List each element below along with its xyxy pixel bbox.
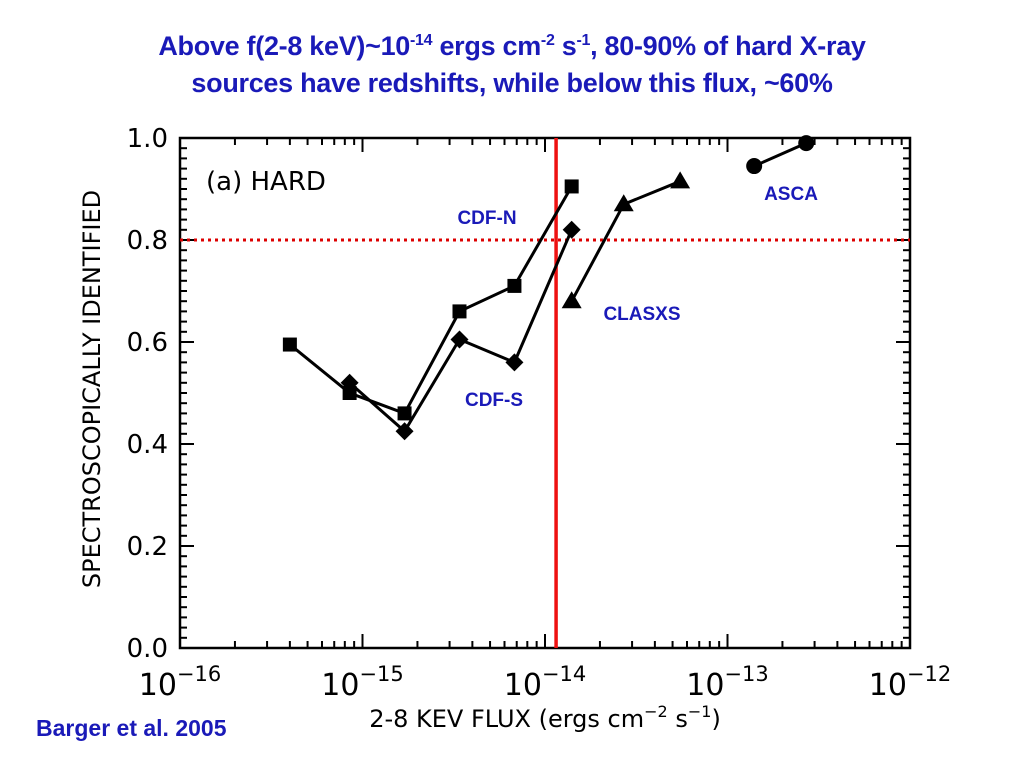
series-label-cdf-n: CDF-N xyxy=(457,208,516,229)
x-tick-label: 10−14 xyxy=(504,662,587,703)
data-point-cdf-n xyxy=(342,386,357,400)
series-line-cdf-n xyxy=(288,185,573,416)
data-point-cdf-s xyxy=(562,220,581,239)
data-point-cdf-s xyxy=(450,330,469,349)
series-label-asca: ASCA xyxy=(764,184,818,205)
data-point-cdf-s xyxy=(340,373,359,392)
data-point-cdf-n xyxy=(452,304,467,319)
series-line-cdf-s xyxy=(348,229,574,434)
plot-frame xyxy=(178,136,912,650)
data-point-cdf-n xyxy=(282,337,297,352)
x-axis-label: 2-8 KEV FLUX (ergs cm−2 s−1) xyxy=(369,702,721,733)
series-line-asca xyxy=(753,141,807,168)
panel-label: (a) HARD xyxy=(206,167,326,197)
source-citation: Barger et al. 2005 xyxy=(36,715,227,741)
slide-title-line2: sources have redshifts, while below this… xyxy=(191,68,833,98)
x-tick-label: 10−12 xyxy=(869,662,952,703)
data-point-clasxs xyxy=(670,171,691,189)
data-point-cdf-s xyxy=(395,422,414,441)
x-tick-label: 10−16 xyxy=(139,662,222,703)
data-point-cdf-n xyxy=(507,278,522,293)
data-point-cdf-s xyxy=(505,353,524,372)
data-point-cdf-n xyxy=(397,406,412,421)
x-tick-label: 10−15 xyxy=(321,662,404,703)
data-point-clasxs xyxy=(613,194,634,212)
data-point-asca xyxy=(746,158,763,175)
y-tick-label: 1.0 xyxy=(127,124,168,154)
y-tick-label: 0.8 xyxy=(127,226,168,256)
x-tick-label: 10−13 xyxy=(686,662,769,703)
y-tick-label: 0.4 xyxy=(127,430,168,460)
y-axis-label: SPECTROSCOPICALLY IDENTIFIED xyxy=(78,190,106,588)
y-tick-label: 0.0 xyxy=(127,634,168,664)
data-point-asca xyxy=(798,135,815,152)
y-tick-label: 0.2 xyxy=(127,532,168,562)
series-label-cdf-s: CDF-S xyxy=(465,390,523,411)
slide-title-line1: Above f(2-8 keV)~10-14 ergs cm-2 s-1, 80… xyxy=(158,31,866,61)
y-tick-label: 0.6 xyxy=(127,328,168,358)
data-point-clasxs xyxy=(561,291,582,309)
data-point-cdf-n xyxy=(564,179,579,194)
slide-title: Above f(2-8 keV)~10-14 ergs cm-2 s-1, 80… xyxy=(0,28,1024,102)
series-label-clasxs: CLASXS xyxy=(603,304,680,325)
